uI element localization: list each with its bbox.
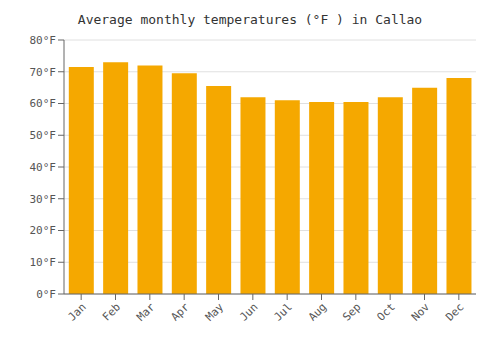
svg-text:70°F: 70°F (30, 66, 57, 79)
svg-text:0°F: 0°F (36, 288, 56, 301)
svg-text:Oct: Oct (375, 300, 398, 323)
svg-text:Aug: Aug (306, 300, 329, 323)
svg-text:Dec: Dec (443, 300, 466, 323)
svg-text:80°F: 80°F (30, 34, 57, 47)
svg-text:Feb: Feb (100, 300, 123, 323)
svg-text:Jun: Jun (237, 300, 260, 323)
svg-text:May: May (203, 300, 227, 324)
svg-text:Nov: Nov (409, 300, 433, 324)
svg-text:Mar: Mar (134, 300, 158, 324)
svg-text:40°F: 40°F (30, 161, 57, 174)
svg-text:10°F: 10°F (30, 256, 57, 269)
svg-text:50°F: 50°F (30, 129, 57, 142)
svg-text:60°F: 60°F (30, 97, 57, 110)
svg-text:20°F: 20°F (30, 224, 57, 237)
svg-text:Jul: Jul (272, 300, 295, 323)
svg-text:Apr: Apr (169, 300, 193, 324)
svg-text:30°F: 30°F (30, 193, 57, 206)
svg-text:Jan: Jan (66, 300, 89, 323)
html-text:Average monthly temperatures (: Average monthly temperatures (°F ) in Ca… (77, 12, 423, 27)
svg-text:Sep: Sep (340, 300, 363, 323)
